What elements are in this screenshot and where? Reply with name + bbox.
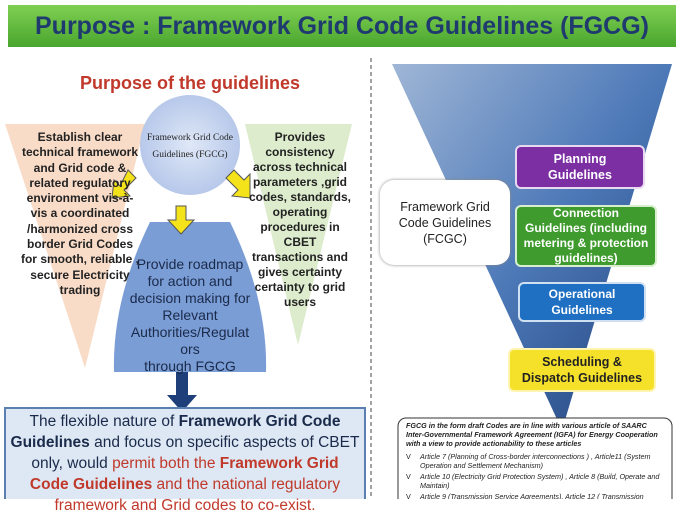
note-item-text: Article 9 (Transmission Service Agreemen…: [420, 492, 666, 499]
note-item-text: Article 7 (Planning of Cross-border inte…: [420, 452, 666, 470]
title: Purpose : Framework Grid Code Guidelines…: [8, 5, 676, 47]
text-line: Provide roadmap: [110, 256, 270, 273]
text-line: related regulatory: [0, 176, 160, 191]
bullet: V: [406, 452, 420, 470]
bottom-text: The flexible nature of Framework Grid Co…: [10, 411, 360, 516]
text-line: through FGCG: [110, 358, 270, 375]
text-line: technical framework: [0, 145, 160, 160]
text-line: Relevant: [110, 307, 270, 324]
slide: Purpose : Framework Grid Code Guidelines…: [0, 0, 684, 499]
bullet: V: [406, 492, 420, 499]
down-arrow: [167, 372, 197, 412]
note: FGCG in the form draft Codes are in line…: [406, 421, 666, 499]
text-red: permit both the: [112, 455, 220, 472]
text-line: decision making for: [110, 290, 270, 307]
text-line: border Grid Codes: [0, 237, 160, 252]
text-line: for action and: [110, 273, 270, 290]
text-line: environment vis-à-: [0, 191, 160, 206]
text-line: Authorities/Regulat: [110, 324, 270, 341]
text-line: operating: [235, 205, 365, 220]
guideline-box: Scheduling & Dispatch Guidelines: [508, 348, 656, 392]
center-box: Framework Grid Code Guidelines (FCGC): [380, 180, 510, 265]
guideline-box: Operational Guidelines: [518, 282, 646, 322]
text-line: codes, standards,: [235, 190, 365, 205]
text-line: parameters ,grid: [235, 175, 365, 190]
guideline-box: Planning Guidelines: [515, 145, 645, 189]
text-line: Establish clear: [0, 130, 160, 145]
text-line: across technical: [235, 160, 365, 175]
text-line: consistency: [235, 145, 365, 160]
text: The flexible nature of: [30, 413, 179, 430]
text-line: CBET: [235, 235, 365, 250]
text-line: vis a coordinated: [0, 206, 160, 221]
note-item-text: Article 10 (Electricity Grid Protection …: [420, 472, 666, 490]
text-line: procedures in: [235, 220, 365, 235]
text-line: and Grid code &: [0, 161, 160, 176]
heading: Purpose of the guidelines: [60, 73, 320, 94]
guideline-box: Connection Guidelines (including meterin…: [515, 205, 657, 267]
bullet: V: [406, 472, 420, 490]
text-line: ors: [110, 341, 270, 358]
text-line: Provides: [235, 130, 365, 145]
text-line: /harmonized cross: [0, 222, 160, 237]
note-intro: FGCG in the form draft Codes are in line…: [406, 421, 666, 448]
